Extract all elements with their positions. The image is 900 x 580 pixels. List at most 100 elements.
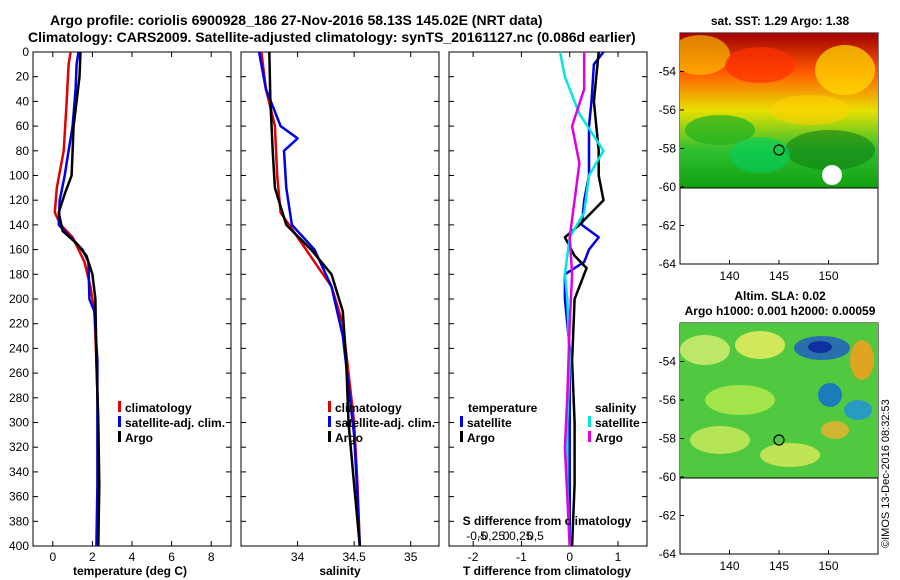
sst-map-ytick-label: -58 — [659, 142, 677, 156]
difference-legend-s-satellite-swatch — [588, 416, 591, 427]
header-line-2: Climatology: CARS2009. Satellite-adjuste… — [28, 29, 636, 45]
difference-series-temperature-argo — [563, 51, 605, 547]
difference-series-salinity-argo — [563, 52, 586, 547]
sla-field — [680, 323, 878, 478]
footer-stamp: ©IMOS 13-Dec-2016 08:32:53 — [880, 399, 892, 548]
sst-map-ytick-label: -62 — [659, 219, 677, 233]
sla-map-ytick-label: -56 — [659, 393, 677, 407]
difference-legend-t-satellite: satellite — [467, 416, 512, 430]
temperature-series-argo — [57, 51, 101, 547]
temperature-legend-argo-swatch — [118, 431, 121, 442]
difference-secondary-xtick-label: -0,25 — [478, 529, 506, 543]
salinity-series-satellite-adj-clim- — [257, 51, 362, 547]
temperature-xtick-label: 4 — [129, 550, 136, 564]
difference-legend-t-argo-swatch — [460, 431, 463, 442]
difference-legend-temperature-heading: temperature — [468, 401, 538, 415]
salinity-xtick-label: 34 — [291, 550, 305, 564]
temperature-series-climatology — [53, 51, 100, 546]
temperature-legend-satellite-swatch — [118, 416, 121, 427]
depth-tick-label: 240 — [9, 341, 29, 355]
difference-legend-t-argo: Argo — [467, 431, 495, 445]
salinity-legend: climatology satellite-adj. clim. Argo — [328, 401, 435, 445]
depth-tick-label: 100 — [9, 169, 29, 183]
sst-map-ytick-label: -54 — [659, 65, 677, 79]
difference-xtick-label: -2 — [468, 550, 479, 564]
sla-map-ytick-label: -64 — [659, 547, 677, 561]
salinity-xlabel: salinity — [319, 564, 361, 578]
depth-tick-label: 320 — [9, 440, 29, 454]
sla-map-ytick-label: -62 — [659, 509, 677, 523]
sla-map-ytick-label: -54 — [659, 355, 677, 369]
temperature-xtick-label: 2 — [89, 550, 96, 564]
difference-secondary-xtick-label: 0 — [503, 529, 510, 543]
depth-tick-label: 180 — [9, 267, 29, 281]
salinity-legend-argo-swatch — [328, 431, 331, 442]
sst-map-ytick-label: -64 — [659, 257, 677, 271]
sla-map-xtick-label: 145 — [769, 559, 789, 573]
salinity-series-argo — [268, 51, 362, 547]
difference-xlabel: T difference from climatology — [463, 564, 631, 578]
sst-map-xtick-label: 145 — [769, 269, 789, 283]
temperature-legend-climatology: climatology — [125, 401, 192, 415]
salinity-xtick-label: 34.5 — [342, 550, 366, 564]
difference-panel-frame — [448, 51, 648, 547]
depth-tick-label: 380 — [9, 514, 29, 528]
profile-plots: 0204060801001201401601802002202402602803… — [9, 45, 647, 564]
depth-tick-label: 0 — [22, 45, 29, 59]
depth-tick-label: 40 — [16, 94, 30, 108]
temperature-xtick-label: 0 — [49, 550, 56, 564]
depth-tick-label: 20 — [16, 70, 30, 84]
depth-tick-label: 220 — [9, 317, 29, 331]
depth-tick-label: 80 — [16, 144, 30, 158]
depth-tick-label: 300 — [9, 416, 29, 430]
sla-map-title: Altim. SLA: 0.02 — [734, 289, 826, 303]
depth-tick-label: 400 — [9, 539, 29, 553]
depth-tick-label: 340 — [9, 465, 29, 479]
depth-tick-label: 140 — [9, 218, 29, 232]
difference-xtick-label: 0 — [566, 550, 573, 564]
temperature-xtick-label: 8 — [208, 550, 215, 564]
temperature-panel-frame — [32, 51, 232, 547]
depth-tick-label: 280 — [9, 391, 29, 405]
difference-xtick-label: 1 — [615, 550, 622, 564]
depth-tick-label: 260 — [9, 366, 29, 380]
salinity-xtick-label: 35 — [404, 550, 418, 564]
sla-map-axes: 140 145 150 -54 -56 -58 -60 -62 -64 — [659, 355, 839, 574]
difference-legend-salinity-heading: salinity — [595, 401, 637, 415]
depth-tick-label: 160 — [9, 243, 29, 257]
sst-map-xtick-label: 150 — [818, 269, 838, 283]
sla-map-xtick-label: 150 — [818, 559, 838, 573]
depth-tick-label: 60 — [16, 119, 30, 133]
temperature-xlabel: temperature (deg C) — [73, 564, 187, 578]
difference-legend-s-argo: Argo — [595, 431, 623, 445]
difference-secondary-xtick-label: 0,5 — [527, 529, 544, 543]
difference-secondary-xtick-label: 0,25 — [509, 529, 533, 543]
temperature-legend-satellite: satellite-adj. clim. — [125, 416, 225, 430]
difference-legend-t-satellite-swatch — [460, 416, 463, 427]
sla-map-subtitle: Argo h1000: 0.001 h2000: 0.00059 — [685, 304, 876, 318]
difference-secondary-xlabel: S difference from climatology — [463, 514, 632, 528]
sst-field — [680, 33, 878, 188]
sla-argo-marker — [773, 434, 785, 446]
temperature-legend: climatology satellite-adj. clim. Argo — [118, 401, 225, 445]
temperature-legend-climatology-swatch — [118, 401, 121, 412]
difference-legend-s-argo-swatch — [588, 431, 591, 442]
temperature-xtick-label: 6 — [168, 550, 175, 564]
sla-map-ytick-label: -58 — [659, 432, 677, 446]
salinity-legend-satellite-swatch — [328, 416, 331, 427]
salinity-legend-satellite: satellite-adj. clim. — [335, 416, 435, 430]
salinity-legend-argo: Argo — [335, 431, 363, 445]
difference-legend-s-satellite: satellite — [595, 416, 640, 430]
sst-map-axes: 140 145 150 -54 -56 -58 -60 -62 -64 — [659, 65, 839, 284]
sst-map-ytick-label: -60 — [659, 180, 677, 194]
depth-tick-label: 120 — [9, 193, 29, 207]
depth-tick-label: 360 — [9, 490, 29, 504]
difference-legend: temperature satellite Argo salinity sate… — [460, 401, 640, 445]
salinity-legend-climatology-swatch — [328, 401, 331, 412]
difference-secondary-xtick-label: -0,5 — [466, 529, 487, 543]
sla-map-ytick-label: -60 — [659, 470, 677, 484]
sla-map-xtick-label: 140 — [719, 559, 739, 573]
salinity-series-climatology — [260, 51, 362, 547]
depth-tick-label: 200 — [9, 292, 29, 306]
